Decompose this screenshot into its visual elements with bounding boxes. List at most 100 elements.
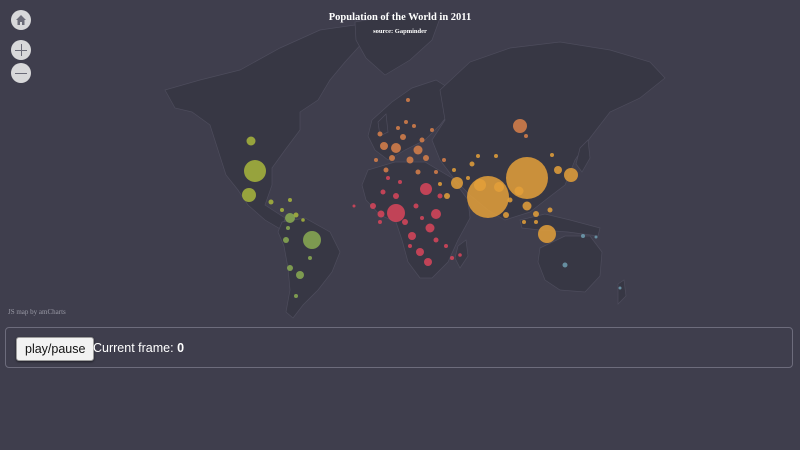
population-bubble-asia-68[interactable] [514, 186, 524, 196]
zoom-in-button[interactable] [11, 40, 31, 60]
population-bubble-europe-25[interactable] [419, 137, 425, 143]
population-bubble-asia-66[interactable] [474, 179, 486, 191]
population-bubble-africa-52[interactable] [408, 244, 412, 248]
population-bubble-europe-26[interactable] [412, 124, 416, 128]
population-bubble-asia-72[interactable] [503, 212, 509, 218]
population-bubble-africa-56[interactable] [378, 220, 382, 224]
population-bubble-americas-5[interactable] [288, 198, 292, 202]
map-credit-link[interactable]: JS map by amCharts [8, 308, 66, 316]
population-bubble-europe-33[interactable] [442, 158, 446, 162]
population-bubble-europe-18[interactable] [380, 142, 388, 150]
population-bubble-asia-80[interactable] [550, 153, 554, 157]
landmass-madagascar [454, 239, 469, 269]
population-bubble-africa-44[interactable] [377, 210, 385, 218]
population-bubble-asia-76[interactable] [507, 197, 513, 203]
population-bubble-asia-73[interactable] [533, 211, 539, 217]
population-bubble-asia-83[interactable] [438, 182, 442, 186]
population-bubble-africa-54[interactable] [386, 176, 390, 180]
population-bubble-europe-17[interactable] [391, 143, 401, 153]
population-bubble-asia-62[interactable] [467, 176, 509, 218]
population-bubble-south_america-9[interactable] [283, 237, 289, 243]
population-bubble-americas-0[interactable] [244, 160, 266, 182]
population-bubble-asia-81[interactable] [534, 220, 538, 224]
population-bubble-africa-46[interactable] [370, 203, 376, 209]
population-bubble-asia-65[interactable] [451, 177, 463, 189]
population-bubble-americas-4[interactable] [280, 208, 284, 212]
zoom-out-button[interactable] [11, 63, 31, 83]
population-bubble-africa-51[interactable] [444, 244, 448, 248]
population-bubble-europe-29[interactable] [396, 126, 400, 130]
play-pause-button[interactable]: play/pause [16, 337, 95, 361]
population-bubble-africa-59[interactable] [458, 253, 462, 257]
population-bubble-south_america-11[interactable] [287, 265, 293, 271]
population-bubble-asia-79[interactable] [494, 154, 498, 158]
population-bubble-asia-61[interactable] [506, 157, 548, 199]
population-bubble-europe-28[interactable] [430, 128, 434, 132]
population-bubble-europe-23[interactable] [389, 155, 395, 161]
population-bubble-oceania-86[interactable] [562, 262, 568, 268]
population-bubble-africa-45[interactable] [402, 219, 408, 225]
population-bubble-europe-36[interactable] [524, 134, 528, 138]
population-bubble-asia-64[interactable] [564, 168, 578, 182]
population-bubble-americas-1[interactable] [242, 188, 256, 202]
population-bubble-south_america-15[interactable] [294, 294, 298, 298]
population-bubble-americas-6[interactable] [293, 212, 299, 218]
population-bubble-africa-39[interactable] [431, 209, 441, 219]
population-bubble-africa-40[interactable] [425, 223, 435, 233]
population-bubble-europe-21[interactable] [406, 156, 414, 164]
landmass-new-zealand [617, 279, 627, 305]
population-bubble-oceania-88[interactable] [594, 235, 598, 239]
population-bubble-south_america-12[interactable] [296, 271, 304, 279]
population-bubble-africa-55[interactable] [398, 180, 402, 184]
population-bubble-europe-32[interactable] [434, 170, 438, 174]
population-bubble-africa-60[interactable] [352, 204, 356, 208]
population-bubble-south_america-8[interactable] [303, 231, 321, 249]
world-map-canvas[interactable] [0, 0, 800, 322]
population-bubble-south_america-10[interactable] [285, 213, 295, 223]
population-bubble-africa-47[interactable] [393, 193, 399, 199]
population-bubble-americas-2[interactable] [246, 136, 256, 146]
population-bubble-africa-53[interactable] [433, 237, 439, 243]
population-bubble-south_america-13[interactable] [286, 226, 290, 230]
population-bubble-oceania-87[interactable] [618, 286, 622, 290]
population-bubble-americas-3[interactable] [268, 199, 274, 205]
population-bubble-asia-67[interactable] [494, 182, 504, 192]
population-bubble-europe-30[interactable] [383, 167, 389, 173]
population-bubble-americas-7[interactable] [301, 218, 305, 222]
population-bubble-africa-43[interactable] [424, 258, 432, 266]
landmass-japan [575, 139, 591, 173]
population-bubble-oceania-85[interactable] [581, 234, 585, 238]
population-bubble-africa-37[interactable] [387, 204, 405, 222]
population-bubble-africa-50[interactable] [380, 189, 386, 195]
population-bubble-europe-34[interactable] [415, 169, 421, 175]
population-bubble-asia-70[interactable] [554, 166, 562, 174]
population-bubble-asia-74[interactable] [547, 207, 553, 213]
population-bubble-south_america-14[interactable] [308, 256, 312, 260]
population-bubble-africa-58[interactable] [450, 256, 454, 260]
population-bubble-europe-16[interactable] [513, 119, 527, 133]
population-bubble-asia-77[interactable] [466, 176, 470, 180]
population-bubble-europe-31[interactable] [374, 158, 378, 162]
population-bubble-asia-71[interactable] [444, 193, 450, 199]
population-bubble-europe-24[interactable] [377, 131, 383, 137]
population-bubble-asia-82[interactable] [522, 220, 526, 224]
population-bubble-europe-27[interactable] [404, 120, 408, 124]
world-map[interactable]: Population of the World in 2011 source: … [0, 0, 800, 322]
population-bubble-africa-57[interactable] [420, 216, 424, 220]
population-bubble-europe-19[interactable] [413, 145, 423, 155]
population-bubble-asia-84[interactable] [452, 168, 456, 172]
population-bubble-asia-78[interactable] [476, 154, 480, 158]
population-bubble-africa-38[interactable] [420, 183, 432, 195]
population-bubbles [242, 98, 622, 298]
population-bubble-africa-42[interactable] [416, 248, 424, 256]
population-bubble-europe-22[interactable] [423, 155, 429, 161]
population-bubble-africa-41[interactable] [408, 232, 416, 240]
population-bubble-europe-20[interactable] [400, 134, 406, 140]
home-button[interactable] [11, 10, 31, 30]
population-bubble-africa-49[interactable] [413, 203, 419, 209]
population-bubble-asia-75[interactable] [469, 161, 475, 167]
population-bubble-europe-35[interactable] [406, 98, 410, 102]
population-bubble-africa-48[interactable] [437, 193, 443, 199]
population-bubble-asia-63[interactable] [538, 225, 556, 243]
population-bubble-asia-69[interactable] [522, 201, 532, 211]
